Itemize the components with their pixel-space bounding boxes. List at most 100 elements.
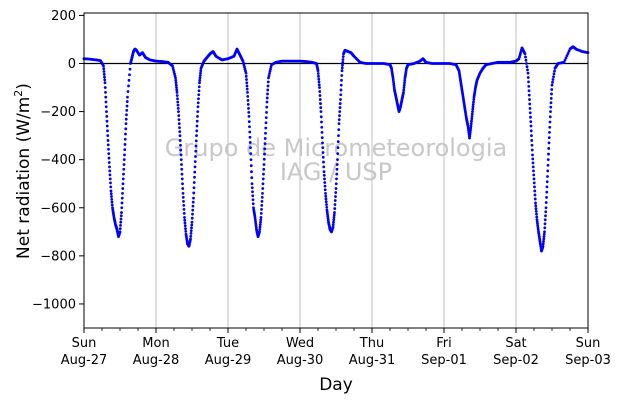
data-point (177, 114, 181, 117)
data-point (177, 118, 181, 121)
data-point (246, 94, 250, 98)
data-point (547, 136, 551, 140)
data-point (321, 146, 325, 150)
data-point (552, 72, 556, 76)
data-point (190, 226, 193, 230)
y-tick-label: −200 (40, 105, 76, 120)
data-point (547, 147, 551, 150)
data-point (126, 90, 130, 93)
data-point (340, 66, 344, 70)
data-point (183, 221, 187, 225)
data-point (263, 152, 266, 156)
data-point (324, 194, 328, 198)
data-point (324, 197, 328, 201)
data-point (321, 151, 325, 154)
data-point (402, 86, 406, 89)
x-tick-date: Aug-27 (61, 353, 108, 368)
data-point (198, 74, 202, 77)
data-point (552, 75, 555, 79)
data-point (250, 182, 254, 186)
data-point (249, 164, 253, 168)
data-point (110, 195, 113, 198)
data-point (526, 71, 530, 75)
vertical-grid-lines (83, 13, 589, 328)
data-point (179, 143, 182, 147)
data-point (179, 148, 183, 152)
data-point (334, 187, 338, 190)
data-point (542, 237, 546, 241)
data-point (194, 139, 198, 143)
data-point (472, 98, 476, 101)
data-point (470, 112, 474, 116)
data-point (523, 52, 527, 56)
data-point (549, 96, 553, 100)
data-point (542, 232, 546, 236)
data-point (543, 222, 547, 226)
data-point (340, 74, 344, 77)
data-point (317, 80, 321, 84)
data-point (267, 74, 271, 78)
data-point (123, 143, 127, 146)
data-point (532, 181, 536, 185)
data-point (248, 130, 252, 134)
data-point (249, 158, 253, 162)
data-point (119, 217, 123, 221)
data-point (471, 102, 475, 106)
data-point (528, 106, 532, 110)
data-point (176, 97, 179, 101)
data-point (524, 55, 527, 59)
data-point (109, 192, 113, 196)
data-point (341, 55, 345, 59)
data-point (189, 237, 192, 241)
data-point (527, 80, 530, 84)
data-point (324, 191, 327, 195)
data-point (268, 69, 272, 73)
data-point (336, 146, 340, 150)
data-point (546, 158, 550, 162)
data-point (259, 218, 263, 222)
data-point (104, 95, 108, 99)
data-point (128, 67, 132, 71)
data-point (245, 81, 249, 85)
data-point (533, 185, 536, 189)
data-point (534, 207, 538, 210)
data-point (176, 103, 180, 107)
data-point (269, 67, 272, 71)
data-point (339, 98, 342, 101)
data-point (183, 224, 187, 228)
data-point (322, 160, 325, 164)
y-axis-label-main: Net radiation (W/m (14, 97, 34, 259)
x-tick-weekday: Tue (216, 336, 239, 351)
data-point (530, 143, 534, 147)
data-point (260, 199, 264, 203)
data-point (526, 68, 529, 72)
data-point (248, 135, 252, 139)
data-point (334, 191, 338, 194)
data-point (264, 126, 268, 130)
data-point (195, 134, 198, 138)
data-point (471, 105, 475, 109)
x-tick-label: Thu Aug-31 (349, 336, 396, 368)
data-point (469, 122, 473, 126)
data-point (334, 195, 337, 198)
data-point (127, 84, 130, 88)
data-point (192, 181, 196, 184)
data-point (319, 106, 323, 109)
data-point (181, 187, 185, 190)
data-point (123, 137, 127, 141)
data-point (335, 177, 338, 181)
data-point (318, 98, 322, 101)
data-point (109, 181, 112, 185)
data-point (103, 81, 107, 85)
data-point (324, 200, 328, 204)
data-point (119, 224, 122, 227)
data-point (471, 107, 475, 111)
data-point (321, 155, 325, 159)
data-point (323, 188, 327, 192)
data-point (470, 119, 473, 123)
data-point (531, 157, 535, 161)
data-point (103, 86, 107, 89)
data-point (545, 195, 548, 199)
data-point (331, 225, 335, 229)
data-point (567, 49, 571, 53)
